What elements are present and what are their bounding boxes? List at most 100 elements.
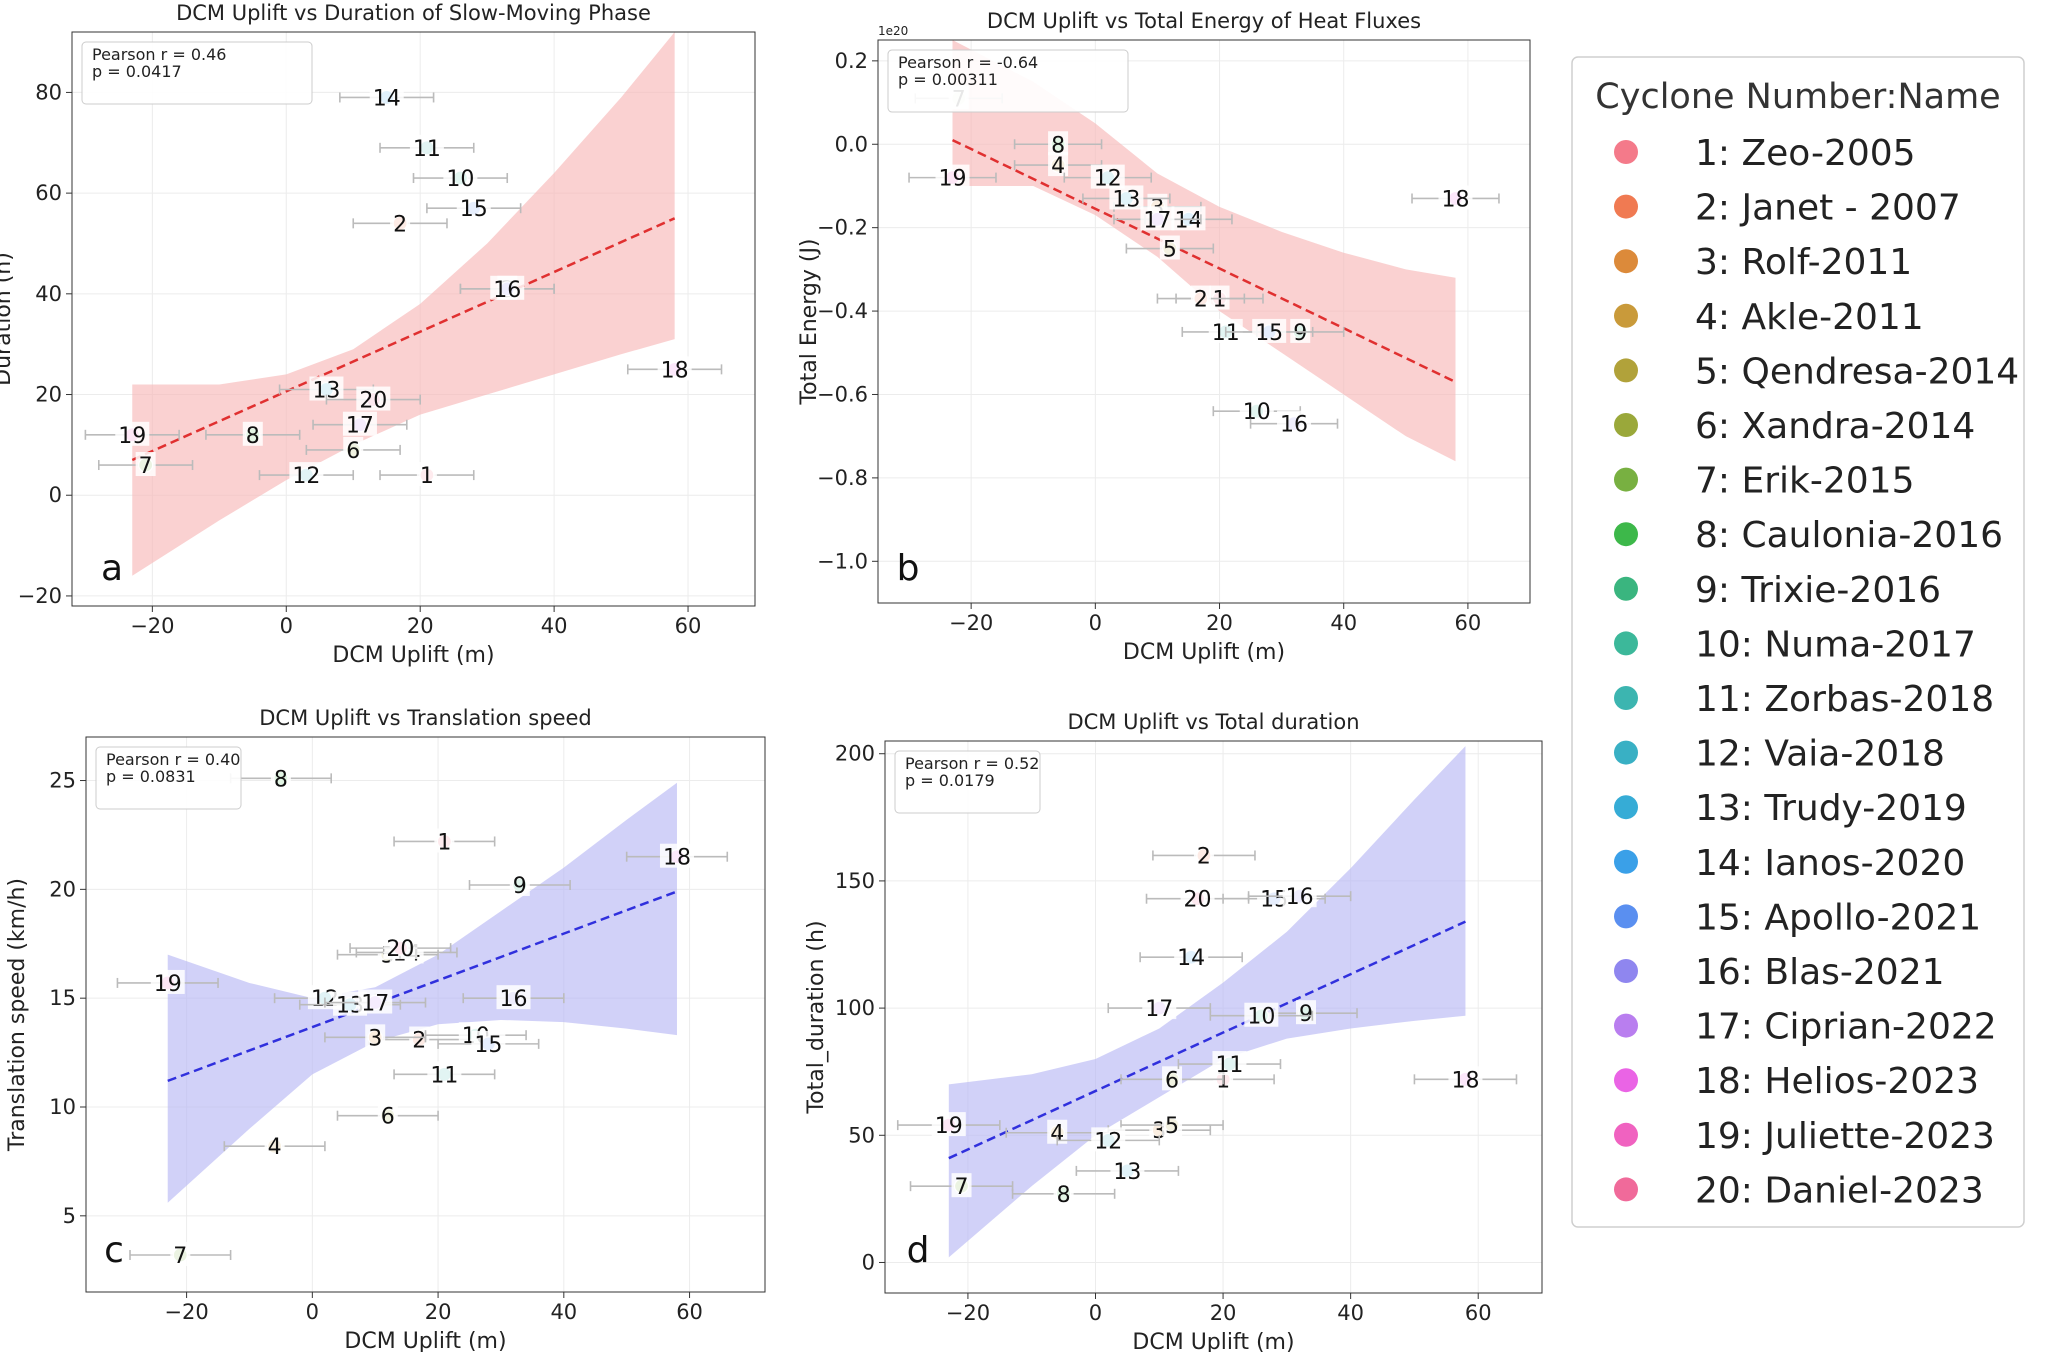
point-label-bg <box>1162 1066 1183 1091</box>
stats-text: Pearson r = 0.52 <box>905 754 1039 773</box>
panel-c: 1234567891011121314151617181920−20020406… <box>5 706 766 1352</box>
legend-item-label: 4: Akle-2011 <box>1695 297 1924 338</box>
point-label: 6 <box>1165 1068 1179 1093</box>
stats-box <box>887 49 1129 113</box>
stats-text: p = 0.0831 <box>106 767 196 786</box>
legend-item-label: 2: Janet - 2007 <box>1695 188 1961 229</box>
point-label-bg <box>1290 318 1311 343</box>
point-label: 6 <box>381 1105 395 1130</box>
point-label-bg <box>264 1133 285 1158</box>
stats-text: Pearson r = -0.64 <box>898 53 1038 72</box>
point-label-bg <box>150 969 185 994</box>
point-label: 12 <box>292 464 320 489</box>
y-tick-label: 15 <box>49 986 76 1010</box>
x-axis-label: DCM Uplift (m) <box>344 1329 506 1352</box>
panel-a: 1236781011121314151617181920−200204060−2… <box>0 1 756 668</box>
point-label: 4 <box>1051 154 1065 179</box>
point-label-bg <box>356 386 391 411</box>
y-tick-label: 20 <box>49 877 76 901</box>
point-label: 8 <box>246 424 260 449</box>
point-label-bg <box>1190 285 1211 310</box>
point-label-bg <box>471 1030 506 1055</box>
point-label: 7 <box>955 1175 969 1200</box>
point-label: 4 <box>268 1135 282 1160</box>
point-label: 12 <box>1094 1129 1122 1154</box>
point-label: 13 <box>1112 187 1140 212</box>
point-label-bg <box>1159 235 1180 260</box>
point-label-bg <box>1277 410 1312 435</box>
x-tick-label: 0 <box>1089 611 1102 635</box>
y-tick-label: 20 <box>35 383 62 407</box>
confidence-band <box>948 746 1466 1258</box>
chart-title: DCM Uplift vs Total Energy of Heat Fluxe… <box>987 9 1421 33</box>
point-label: 2 <box>1197 844 1211 869</box>
y-tick-label: 150 <box>835 869 875 893</box>
point-label: 1 <box>420 464 434 489</box>
legend-marker <box>1614 1068 1638 1093</box>
point-label-bg <box>931 1112 966 1137</box>
y-tick-label: 60 <box>35 181 62 205</box>
legend-marker <box>1614 194 1638 219</box>
point-label: 20 <box>1184 888 1212 913</box>
legend-item-label: 12: Vaia-2018 <box>1695 734 1945 775</box>
point-label-bg <box>1252 318 1287 343</box>
point-label: 2 <box>1194 288 1208 313</box>
x-tick-label: 60 <box>675 614 702 638</box>
legend-marker <box>1614 358 1638 383</box>
point-label: 5 <box>1165 1114 1179 1139</box>
legend-item-label: 18: Helios-2023 <box>1695 1061 1979 1102</box>
point-label: 7 <box>173 1244 187 1269</box>
point-label: 3 <box>368 1026 382 1051</box>
y-tick-label: 0 <box>49 483 62 507</box>
point-label-bg <box>1448 1066 1483 1091</box>
y-tick-label: 25 <box>49 769 76 793</box>
point-label: 9 <box>1299 1002 1313 1027</box>
point-label: 10 <box>1243 400 1271 425</box>
legend-marker <box>1614 795 1638 820</box>
legend-marker <box>1614 959 1638 983</box>
point-label-bg <box>1140 206 1175 231</box>
x-tick-label: 20 <box>425 1300 452 1324</box>
point-label-bg <box>343 436 364 461</box>
chart-title: DCM Uplift vs Translation speed <box>259 706 592 730</box>
point-label: 19 <box>935 1114 963 1139</box>
y-tick-label: −20 <box>18 584 62 608</box>
point-label-bg <box>1438 185 1473 210</box>
x-tick-label: 60 <box>676 1300 703 1324</box>
point-label-bg <box>135 452 156 477</box>
point-label: 16 <box>493 278 521 303</box>
x-tick-label: 0 <box>280 614 293 638</box>
x-tick-label: −20 <box>164 1300 208 1324</box>
point-label: 6 <box>346 439 360 464</box>
y-tick-label: 0.2 <box>835 49 868 73</box>
stats-box <box>81 41 313 105</box>
point-label-bg <box>1193 842 1214 867</box>
point-label-bg <box>409 1026 430 1051</box>
point-label-bg <box>1174 944 1209 969</box>
axes-frame <box>85 736 766 1293</box>
y-tick-label: 80 <box>35 80 62 104</box>
point-label-bg <box>1282 883 1317 908</box>
point-label-bg <box>409 134 444 159</box>
point-label-bg <box>1209 285 1230 310</box>
point-label: 20 <box>359 389 387 414</box>
point-label: 19 <box>939 167 967 192</box>
legend-item-label: 14: Ianos-2020 <box>1695 843 1965 884</box>
point-label-bg <box>377 1102 398 1127</box>
point-label: 15 <box>1255 321 1283 346</box>
point-label: 17 <box>361 992 389 1017</box>
stats-box <box>95 746 242 810</box>
point-label-bg <box>358 989 393 1014</box>
y-tick-label: −0.4 <box>817 299 868 323</box>
x-tick-label: 40 <box>550 1300 577 1324</box>
chart-title: DCM Uplift vs Total duration <box>1067 710 1359 734</box>
point-label-bg <box>289 462 324 487</box>
point-label: 8 <box>1051 133 1065 158</box>
point-label: 8 <box>274 767 288 792</box>
stats-text: p = 0.0417 <box>92 62 182 81</box>
x-tick-label: 20 <box>1206 611 1233 635</box>
point-label-bg <box>383 935 418 960</box>
point-label-bg <box>427 1061 462 1086</box>
legend: Cyclone Number:Name 1: Zeo-2005 2: Janet -… <box>1571 56 2025 1228</box>
y-axis-label: Total_duration (h) <box>804 920 829 1114</box>
